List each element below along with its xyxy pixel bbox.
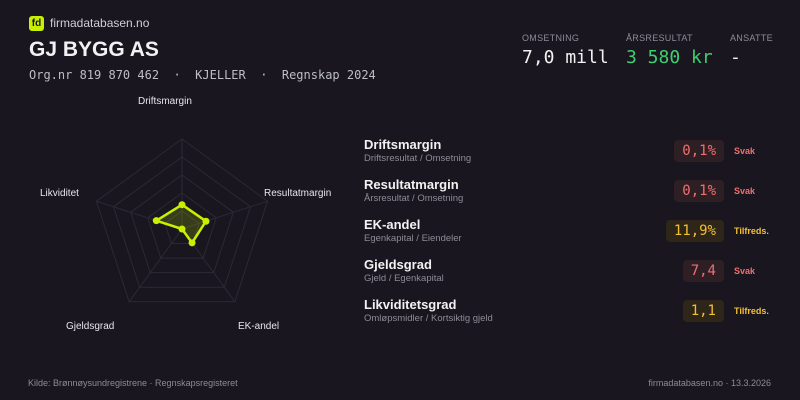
axis-label-likviditet: Likviditet — [40, 188, 79, 199]
radar-point — [178, 225, 186, 233]
kpi-value-ansatte: - — [730, 47, 741, 68]
radar-series-area — [155, 203, 208, 245]
radar-chart — [95, 138, 269, 303]
kpi-value-omsetning: 7,0 mill — [522, 47, 609, 68]
radar-point — [152, 217, 160, 225]
ratio-value: 0,1% — [674, 180, 724, 202]
radar-point — [202, 217, 210, 225]
radar-spoke — [128, 228, 183, 303]
ratio-name: Gjeldsgrad — [364, 257, 432, 272]
radar-point — [178, 201, 186, 209]
axis-label-ek-andel: EK-andel — [238, 321, 280, 332]
radar-ring — [130, 174, 234, 274]
ratio-status: Tilfreds. — [734, 306, 769, 316]
ratio-formula: Gjeld / Egenkapital — [364, 273, 444, 284]
ratio-name: EK-andel — [364, 217, 421, 232]
company-title: GJ BYGG AS — [29, 38, 159, 61]
ratio-status: Tilfreds. — [734, 226, 769, 236]
kpi-label-arsresultat: ÅRSRESULTAT — [626, 33, 693, 43]
kpi-label-omsetning: OMSETNING — [522, 33, 580, 43]
kpi-label-ansatte: ANSATTE — [730, 33, 773, 43]
footer-site-date: firmadatabasen.no · 13.3.2026 — [648, 378, 771, 388]
radar-ring — [164, 210, 200, 245]
radar-ring — [147, 192, 217, 259]
radar-spoke — [181, 200, 268, 230]
company-meta: Org.nr 819 870 462 · KJELLER · Regnskap … — [29, 68, 376, 82]
logo-icon: fd — [29, 16, 44, 31]
ratio-value: 7,4 — [682, 260, 724, 282]
radar-ring — [112, 156, 252, 288]
footer-source: Kilde: Brønnøysundregistrene · Regnskaps… — [28, 378, 238, 388]
ratio-status: Svak — [734, 186, 756, 196]
ratio-status: Svak — [734, 146, 756, 156]
ratio-value: 1,1 — [682, 300, 724, 322]
brand-name: firmadatabasen.no — [50, 16, 150, 30]
ratio-row-driftsmargin: Driftsmargin Driftsresultat / Omsetning … — [364, 137, 774, 171]
kpi-value-arsresultat: 3 580 kr — [626, 47, 713, 68]
axis-label-resultatmargin: Resultatmargin — [264, 188, 332, 199]
ratio-row-ek-andel: EK-andel Egenkapital / Eiendeler 11,9% T… — [364, 217, 774, 251]
ratio-formula: Omløpsmidler / Kortsiktig gjeld — [364, 313, 493, 324]
ratio-formula: Egenkapital / Eiendeler — [364, 233, 462, 244]
ratio-name: Resultatmargin — [364, 177, 459, 192]
ratio-formula: Driftsresultat / Omsetning — [364, 153, 472, 164]
ratio-formula: Årsresultat / Omsetning — [364, 193, 464, 204]
ratio-name: Likviditetsgrad — [364, 297, 457, 312]
ratio-row-gjeldsgrad: Gjeldsgrad Gjeld / Egenkapital 7,4 Svak — [364, 257, 774, 291]
ratio-status: Svak — [734, 266, 756, 276]
axis-label-driftsmargin: Driftsmargin — [138, 96, 192, 107]
axis-label-gjeldsgrad: Gjeldsgrad — [66, 321, 115, 332]
ratio-value: 0,1% — [674, 140, 724, 162]
ratio-name: Driftsmargin — [364, 137, 442, 152]
ratio-value: 11,9% — [665, 220, 724, 242]
ratio-row-resultatmargin: Resultatmargin Årsresultat / Omsetning 0… — [364, 177, 774, 211]
ratio-row-likviditetsgrad: Likviditetsgrad Omløpsmidler / Kortsikti… — [364, 297, 774, 331]
radar-ring — [95, 138, 269, 303]
radar-point — [188, 239, 196, 247]
